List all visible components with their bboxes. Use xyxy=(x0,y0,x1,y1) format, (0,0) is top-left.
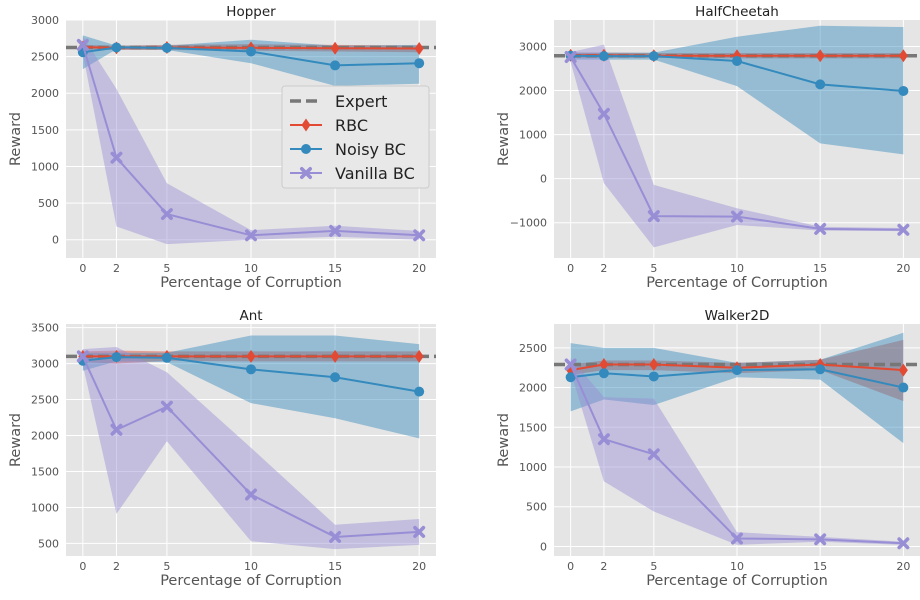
y-tick-label: 2500 xyxy=(519,342,547,355)
data-point-noisy-bc xyxy=(111,352,121,362)
x-tick-label: 0 xyxy=(79,560,86,573)
y-tick-label: 3000 xyxy=(31,14,59,27)
y-tick-label: 1500 xyxy=(31,465,59,478)
x-tick-label: 5 xyxy=(650,262,657,275)
y-tick-label: 3500 xyxy=(31,322,59,335)
x-tick-label: 2 xyxy=(113,262,120,275)
data-point-noisy-bc xyxy=(111,42,121,52)
x-tick-label: 5 xyxy=(163,262,170,275)
y-tick-label: 2000 xyxy=(519,85,547,98)
x-tick-label: 20 xyxy=(412,262,426,275)
y-axis-label: Reward xyxy=(496,112,512,166)
chart-title: HalfCheetah xyxy=(695,4,779,20)
data-point-noisy-bc xyxy=(649,51,659,61)
x-tick-label: 20 xyxy=(412,560,426,573)
y-tick-label: 2000 xyxy=(519,382,547,395)
legend-label-noisy-bc: Noisy BC xyxy=(335,140,406,159)
y-tick-label: 2000 xyxy=(31,87,59,100)
x-tick-label: 2 xyxy=(600,560,607,573)
data-point-noisy-bc xyxy=(246,364,256,374)
data-point-noisy-bc xyxy=(599,51,609,61)
y-tick-label: 500 xyxy=(526,501,547,514)
y-tick-label: −1000 xyxy=(510,217,547,230)
x-tick-label: 5 xyxy=(650,560,657,573)
data-point-noisy-bc xyxy=(599,368,609,378)
y-tick-label: 0 xyxy=(52,234,59,247)
data-point-noisy-bc xyxy=(815,79,825,89)
x-tick-label: 15 xyxy=(328,560,342,573)
y-tick-label: 2500 xyxy=(31,394,59,407)
x-axis-label: Percentage of Corruption xyxy=(646,275,828,291)
y-axis-label: Reward xyxy=(496,413,512,467)
x-tick-label: 10 xyxy=(730,560,744,573)
y-tick-label: 1000 xyxy=(519,461,547,474)
y-tick-label: 1000 xyxy=(31,501,59,514)
legend-label-vanilla-bc: Vanilla BC xyxy=(335,164,415,183)
x-tick-label: 0 xyxy=(567,262,574,275)
y-axis-label: Reward xyxy=(8,112,24,166)
x-axis-label: Percentage of Corruption xyxy=(160,275,342,291)
legend-marker-noisy-bc xyxy=(301,144,311,154)
y-tick-label: 0 xyxy=(540,540,547,553)
data-point-noisy-bc xyxy=(414,58,424,68)
y-tick-label: 500 xyxy=(38,537,59,550)
x-tick-label: 15 xyxy=(813,560,827,573)
y-tick-label: 1000 xyxy=(31,160,59,173)
legend-label-expert: Expert xyxy=(335,92,387,111)
x-axis-label: Percentage of Corruption xyxy=(646,573,828,589)
x-axis-label: Percentage of Corruption xyxy=(160,573,342,589)
data-point-noisy-bc xyxy=(414,387,424,397)
y-tick-label: 3000 xyxy=(31,358,59,371)
chart-panel-halfcheetah: −1000 0 1000 2000 3000 0 2 5 10 15 20 HalfCheetah Pe… xyxy=(496,4,920,291)
data-point-noisy-bc xyxy=(898,86,908,96)
y-tick-label: 1500 xyxy=(31,124,59,137)
data-point-noisy-bc xyxy=(898,383,908,393)
chart-panel-walker2d: 0 500 1000 1500 2000 2500 0 2 5 10 15 20 Walker2D Per… xyxy=(496,308,920,589)
y-tick-label: 1500 xyxy=(519,421,547,434)
data-point-noisy-bc xyxy=(162,353,172,363)
data-point-noisy-bc xyxy=(330,60,340,70)
y-axis-label: Reward xyxy=(8,413,24,467)
chart-panel-ant: 500 1000 1500 2000 2500 3000 3500 0 2 5 10 15 20 Ant P… xyxy=(8,308,436,589)
y-tick-label: 2000 xyxy=(31,430,59,443)
x-tick-label: 0 xyxy=(79,262,86,275)
data-point-noisy-bc xyxy=(732,365,742,375)
x-tick-label: 2 xyxy=(113,560,120,573)
x-tick-label: 10 xyxy=(244,560,258,573)
y-tick-label: 3000 xyxy=(519,40,547,53)
x-tick-label: 20 xyxy=(896,262,910,275)
chart-title: Ant xyxy=(239,308,262,324)
x-tick-label: 10 xyxy=(244,262,258,275)
data-point-noisy-bc xyxy=(162,43,172,53)
data-point-noisy-bc xyxy=(815,364,825,374)
y-tick-label: 0 xyxy=(540,173,547,186)
data-point-noisy-bc xyxy=(649,371,659,381)
x-tick-label: 15 xyxy=(813,262,827,275)
legend: Expert RBC Noisy BC Vanilla BC xyxy=(282,86,429,188)
x-tick-label: 15 xyxy=(328,262,342,275)
y-tick-label: 2500 xyxy=(31,51,59,64)
x-tick-label: 10 xyxy=(730,262,744,275)
data-point-noisy-bc xyxy=(246,46,256,56)
chart-title: Hopper xyxy=(226,4,276,20)
legend-label-rbc: RBC xyxy=(335,116,368,135)
data-point-noisy-bc xyxy=(330,372,340,382)
x-tick-label: 20 xyxy=(896,560,910,573)
x-tick-label: 0 xyxy=(567,560,574,573)
y-tick-label: 1000 xyxy=(519,129,547,142)
y-tick-label: 500 xyxy=(38,197,59,210)
data-point-noisy-bc xyxy=(732,56,742,66)
chart-title: Walker2D xyxy=(705,308,770,324)
x-tick-label: 5 xyxy=(163,560,170,573)
x-tick-label: 2 xyxy=(600,262,607,275)
